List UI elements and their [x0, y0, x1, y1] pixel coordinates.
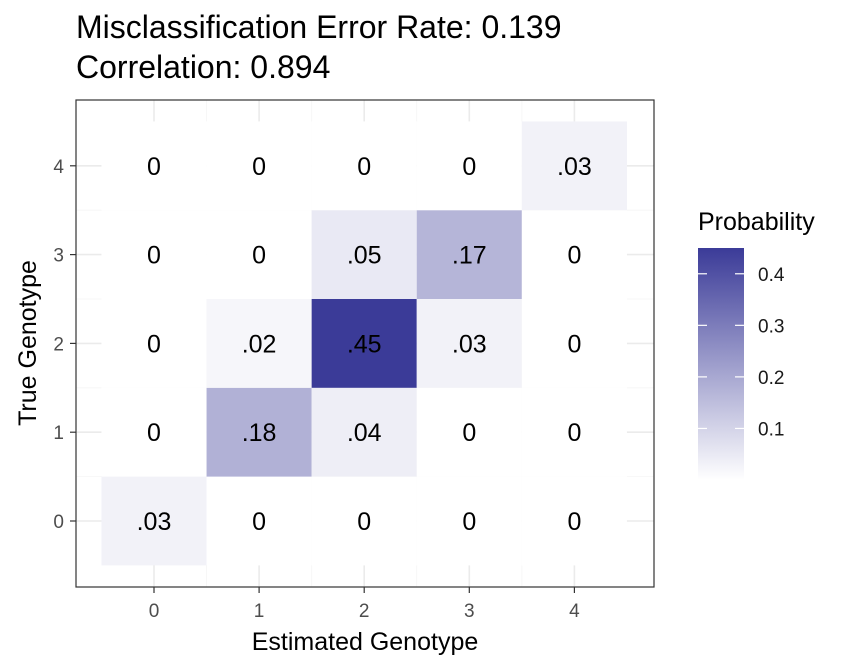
cell-label-x1-y4: 0 — [252, 153, 266, 181]
heatmap-tile-x4-y0 — [521, 476, 627, 566]
heatmap-tile-x2-y0 — [311, 476, 417, 566]
heatmap-tile-x4-y4 — [521, 121, 627, 211]
y-tick-label-4: 4 — [53, 157, 64, 178]
cell-label-x4-y1: 0 — [567, 419, 581, 447]
cell-label-x2-y4: 0 — [357, 153, 371, 181]
cell-label-x1-y0: 0 — [252, 508, 266, 536]
heatmap-tile-x0-y3 — [101, 210, 207, 299]
legend-tick-label-2: 0.3 — [758, 316, 784, 337]
x-tick-label-0: 0 — [149, 601, 160, 622]
heatmap-tiles — [101, 121, 627, 566]
cell-label-x3-y2: .03 — [452, 330, 487, 358]
heatmap-tile-x3-y3 — [416, 210, 522, 299]
heatmap-tile-x0-y0 — [101, 476, 207, 566]
x-axis-title: Estimated Genotype — [252, 628, 479, 656]
legend-tick-label-3: 0.4 — [758, 265, 785, 286]
cell-label-x3-y4: 0 — [462, 153, 476, 181]
cell-label-x3-y0: 0 — [462, 508, 476, 536]
cell-label-x3-y3: .17 — [452, 242, 487, 270]
cell-label-x0-y0: .03 — [137, 508, 172, 536]
cell-label-x1-y3: 0 — [252, 242, 266, 270]
y-tick-label-1: 1 — [53, 423, 64, 444]
cell-label-x0-y4: 0 — [147, 153, 161, 181]
legend-colorbar — [698, 248, 744, 480]
heatmap-tile-x2-y3 — [311, 210, 417, 299]
cell-label-x1-y2: .02 — [242, 330, 277, 358]
legend-title: Probability — [698, 208, 815, 236]
cell-label-x4-y2: 0 — [567, 330, 581, 358]
x-tick-label-2: 2 — [359, 601, 370, 622]
x-tick-label-1: 1 — [254, 601, 265, 622]
heatmap-tile-x1-y3 — [206, 210, 312, 299]
heatmap-tile-x3-y2 — [416, 299, 522, 388]
heatmap-tile-x3-y1 — [416, 387, 522, 477]
cell-label-x0-y3: 0 — [147, 242, 161, 270]
x-axis: 0 1 2 3 4 — [149, 587, 580, 622]
y-axis-title: True Genotype — [14, 260, 42, 426]
heatmap-tile-x0-y1 — [101, 387, 207, 477]
heatmap-tile-x1-y4 — [206, 121, 312, 211]
heatmap-tile-x1-y2 — [206, 299, 312, 388]
y-tick-label-3: 3 — [53, 246, 64, 267]
legend-ticks: 0.1 0.2 0.3 0.4 — [698, 265, 785, 440]
heatmap-tile-x4-y1 — [521, 387, 627, 477]
cell-label-x4-y3: 0 — [567, 242, 581, 270]
cell-label-x2-y3: .05 — [347, 242, 382, 270]
heatmap-tile-x2-y4 — [311, 121, 417, 211]
heatmap-tile-x2-y2 — [311, 299, 417, 388]
y-tick-label-0: 0 — [53, 512, 64, 533]
heatmap-tile-x0-y2 — [101, 299, 207, 388]
heatmap-tile-x3-y0 — [416, 476, 522, 566]
heatmap-tile-x0-y4 — [101, 121, 207, 211]
cell-label-x2-y2: .45 — [347, 330, 382, 358]
chart-title-line-1: Misclassification Error Rate: 0.139 — [76, 9, 562, 45]
heatmap-tile-x4-y2 — [521, 299, 627, 388]
heatmap-tile-x3-y4 — [416, 121, 522, 211]
chart-title-line-2: Correlation: 0.894 — [76, 49, 330, 85]
cell-labels: .03 0 0 0 0 0 .18 .04 0 0 0 .02 .45 .03 0 0 0 .05 .17 0 0 0 0 0… — [137, 153, 592, 536]
cell-label-x4-y4: .03 — [557, 153, 592, 181]
cell-label-x0-y1: 0 — [147, 419, 161, 447]
heatmap-tile-x1-y1 — [206, 387, 312, 477]
x-tick-label-4: 4 — [569, 601, 580, 622]
heatmap-tile-x4-y3 — [521, 210, 627, 299]
cell-label-x1-y1: .18 — [242, 419, 277, 447]
cell-label-x3-y1: 0 — [462, 419, 476, 447]
legend-tick-label-1: 0.2 — [758, 368, 784, 389]
cell-label-x4-y0: 0 — [567, 508, 581, 536]
cell-label-x2-y0: 0 — [357, 508, 371, 536]
heatmap-tile-x2-y1 — [311, 387, 417, 477]
x-tick-label-3: 3 — [464, 601, 475, 622]
cell-label-x0-y2: 0 — [147, 330, 161, 358]
plot-panel: .03 0 0 0 0 0 .18 .04 0 0 0 .02 .45 .03 0 0 0 .05 .17 0 0 0 0 0… — [75, 99, 655, 588]
cell-label-x2-y1: .04 — [347, 419, 382, 447]
y-axis: 0 1 2 3 4 — [53, 157, 76, 533]
legend-tick-label-0: 0.1 — [758, 419, 784, 440]
legend: Probability 0.1 0.2 0.3 0.4 — [698, 208, 815, 480]
heatmap-tile-x1-y0 — [206, 476, 312, 566]
y-tick-label-2: 2 — [53, 334, 64, 355]
